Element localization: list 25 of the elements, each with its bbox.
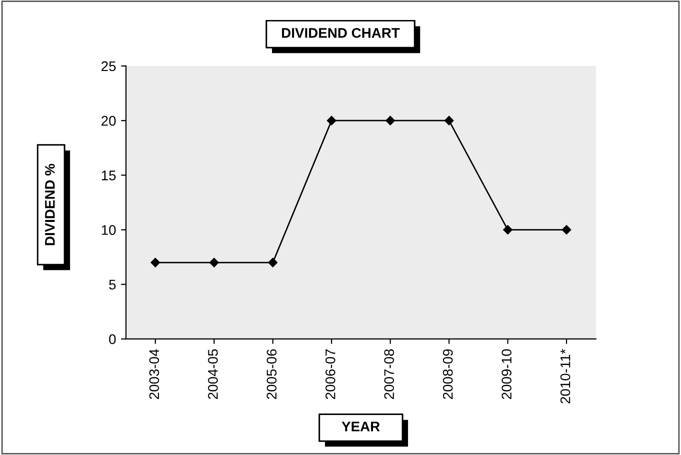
point xyxy=(386,116,395,126)
x-tick-label: 2010-11* xyxy=(560,348,570,404)
y-tick-label: 25 xyxy=(102,61,116,72)
point xyxy=(503,225,512,234)
y-tick-label: 20 xyxy=(102,116,116,126)
x-axis-title: YEAR xyxy=(342,422,380,432)
x-tick-label: 2007-08 xyxy=(384,349,394,399)
x-tick-label: 2006-07 xyxy=(325,349,336,399)
point xyxy=(562,225,572,234)
y-tick-label: 5 xyxy=(109,280,116,290)
point xyxy=(326,116,336,126)
x-tick-label: 2005-06 xyxy=(266,349,277,399)
y-axis-title: DIVIDEND % xyxy=(45,164,55,246)
x-tick-label: 2003-04 xyxy=(149,349,160,399)
y-tick-label: 15 xyxy=(102,170,116,180)
x-tick-label: 2008-09 xyxy=(442,349,453,399)
chart-title: DIVIDEND CHART xyxy=(282,28,400,38)
y-tick-label: 0 xyxy=(109,334,116,344)
y-tick-label: 10 xyxy=(102,225,116,235)
x-tick-label: 2009-10 xyxy=(502,349,512,399)
x-tick-label: 2004-05 xyxy=(208,349,218,399)
point xyxy=(444,116,454,126)
point xyxy=(268,258,278,268)
point xyxy=(150,258,160,268)
point xyxy=(209,258,219,268)
